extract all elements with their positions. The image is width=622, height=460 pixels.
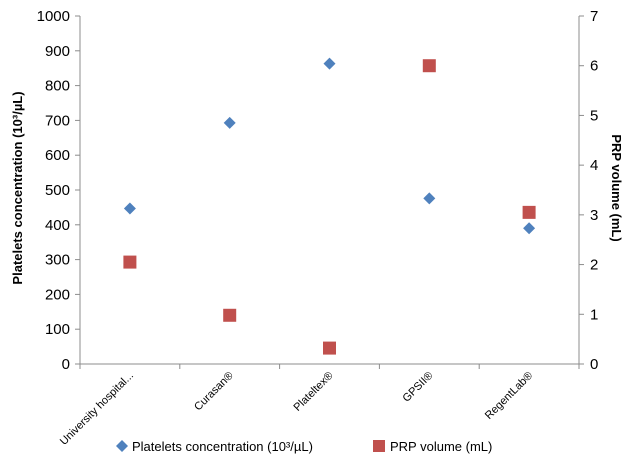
legend-marker-square [373,440,385,452]
prp-volume-point [323,341,336,355]
platelets-point [523,222,536,235]
left-axis-ticks: 0 100 200 300 400 500 600 700 800 900 1000 [37,8,80,373]
left-tick-label: 500 [45,182,70,199]
platelets-point [123,202,136,215]
prp-volume-point [522,205,536,219]
right-tick-label: 0 [590,356,598,373]
category-label: Plateltex® [292,370,336,414]
prp-volume-point [123,255,137,269]
legend: Platelets concentration (10³/µL) PRP vol… [116,439,492,454]
left-axis-title: Platelets concentration (10³/µL) [10,91,25,284]
left-tick-label: 800 [45,78,70,95]
left-tick-label: 400 [45,217,70,234]
left-tick-label: 200 [45,286,70,303]
right-axis-title: PRP volume (mL) [609,134,622,241]
right-tick-label: 3 [590,207,598,224]
right-tick-label: 6 [590,58,598,75]
right-tick-label: 2 [590,257,598,274]
left-tick-label: 1000 [37,8,70,25]
platelets-point [423,192,436,205]
right-tick-label: 7 [590,8,598,25]
legend-label-platelets: Platelets concentration (10³/µL) [132,439,313,454]
left-tick-label: 600 [45,147,70,164]
platelets-point [323,57,336,70]
right-tick-label: 4 [590,157,598,174]
category-labels: University hospital... Curasan® Plateltex®… [58,364,580,448]
legend-item-prp-volume: PRP volume (mL) [373,439,492,454]
left-tick-label: 900 [45,43,70,60]
right-axis-ticks: 0 1 2 3 4 5 6 7 [579,8,598,373]
left-tick-label: 0 [62,356,70,373]
prp-volume-point [422,59,436,73]
category-label: University hospital... [58,370,136,448]
category-label: Curasan® [192,370,236,414]
right-tick-label: 1 [590,306,598,323]
left-tick-label: 700 [45,112,70,129]
legend-label-prp-volume: PRP volume (mL) [390,439,492,454]
category-label: RegentLab® [483,370,535,422]
left-tick-label: 100 [45,321,70,338]
platelets-point [223,116,236,129]
data-markers [123,57,536,355]
legend-marker-diamond [116,440,128,452]
legend-item-platelets: Platelets concentration (10³/µL) [116,439,313,454]
prp-volume-point [223,308,237,322]
category-label: GPSII® [400,370,435,405]
left-tick-label: 300 [45,252,70,269]
right-tick-label: 5 [590,107,598,124]
